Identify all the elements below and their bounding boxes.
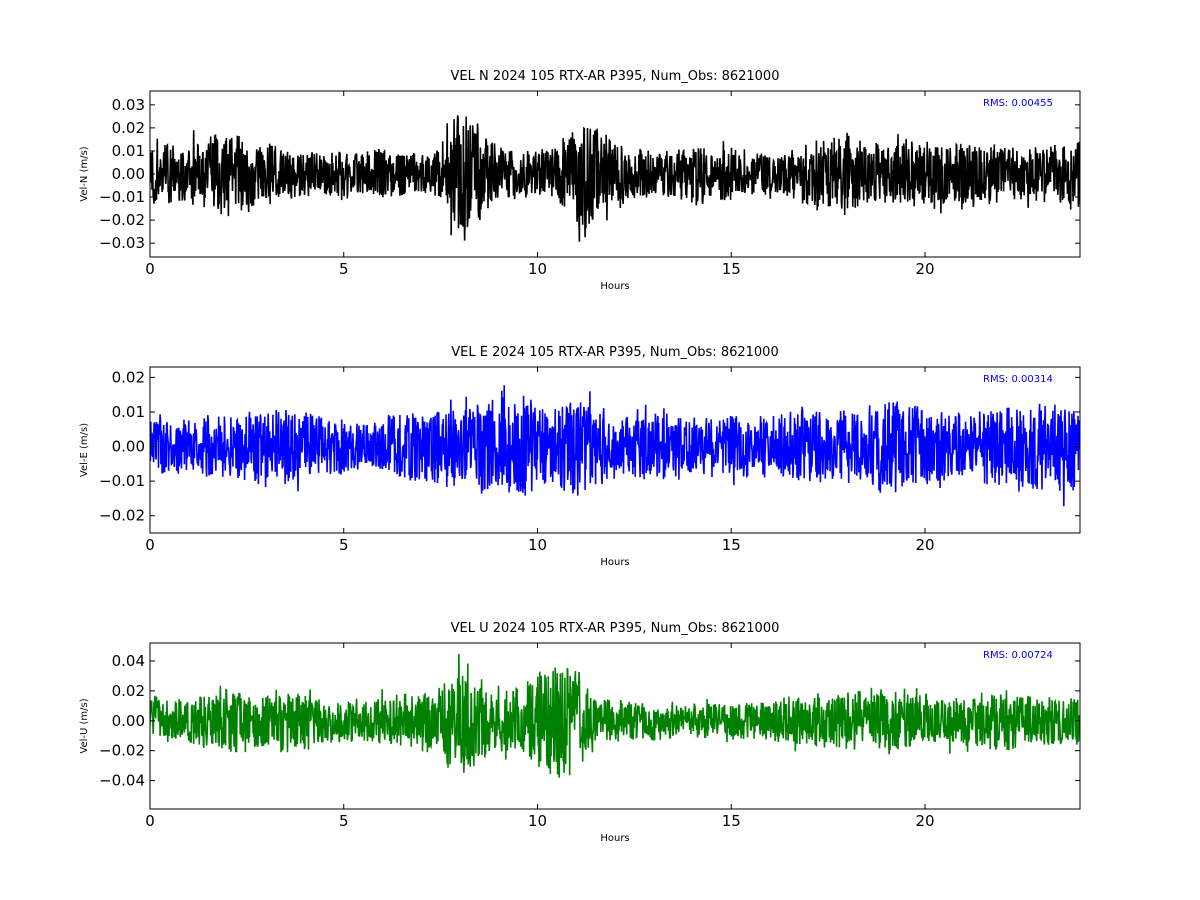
x-tick-label: 10 [528,812,547,830]
y-tick-label: −0.02 [99,211,145,229]
x-tick-label: 5 [339,536,349,554]
series-line [150,115,1080,242]
y-tick-label: −0.03 [99,234,145,252]
chart-title: VEL E 2024 105 RTX-AR P395, Num_Obs: 862… [451,345,778,360]
series-line [150,653,1080,778]
x-tick-label: 10 [528,536,547,554]
rms-annotation: RMS: 0.00314 [983,374,1053,385]
x-tick-label: 15 [722,812,741,830]
y-tick-label: 0.01 [112,142,145,160]
x-tick-label: 10 [528,260,547,278]
panel-3: VEL U 2024 105 RTX-AR P395, Num_Obs: 862… [79,621,1081,844]
x-tick-label: 0 [145,260,155,278]
y-tick-label: −0.04 [99,772,145,790]
y-axis-label: Vel-N (m/s) [79,146,90,201]
x-axis-label: Hours [600,833,629,844]
y-tick-label: 0.00 [112,712,145,730]
x-tick-label: 5 [339,812,349,830]
y-tick-label: −0.02 [99,507,145,525]
y-tick-label: 0.00 [112,438,145,456]
rms-annotation: RMS: 0.00455 [983,98,1053,109]
x-tick-label: 0 [145,536,155,554]
panel-2: VEL E 2024 105 RTX-AR P395, Num_Obs: 862… [79,345,1081,568]
y-tick-label: −0.01 [99,472,145,490]
y-tick-label: 0.02 [112,682,145,700]
y-tick-label: 0.01 [112,403,145,421]
y-tick-label: −0.01 [99,188,145,206]
y-tick-label: 0.03 [112,96,145,114]
chart-title: VEL N 2024 105 RTX-AR P395, Num_Obs: 862… [451,69,780,84]
axes-frame [149,642,1081,810]
y-axis-label: Vel-U (m/s) [79,698,90,753]
rms-annotation: RMS: 0.00724 [983,650,1053,661]
y-tick-label: 0.02 [112,368,145,386]
y-tick-label: 0.02 [112,119,145,137]
x-tick-label: 15 [722,536,741,554]
x-tick-label: 20 [915,260,934,278]
axes-frame [149,366,1081,534]
series-line [150,385,1080,507]
x-tick-label: 5 [339,260,349,278]
chart-title: VEL U 2024 105 RTX-AR P395, Num_Obs: 862… [451,621,780,636]
x-tick-label: 15 [722,260,741,278]
y-tick-label: 0.04 [112,652,145,670]
panel-1: VEL N 2024 105 RTX-AR P395, Num_Obs: 862… [79,69,1081,292]
x-axis-label: Hours [600,557,629,568]
y-tick-label: −0.02 [99,742,145,760]
x-tick-label: 20 [915,536,934,554]
x-tick-label: 0 [145,812,155,830]
x-tick-label: 20 [915,812,934,830]
y-tick-label: 0.00 [112,165,145,183]
y-axis-label: Vel-E (m/s) [79,423,90,477]
x-axis-label: Hours [600,281,629,292]
